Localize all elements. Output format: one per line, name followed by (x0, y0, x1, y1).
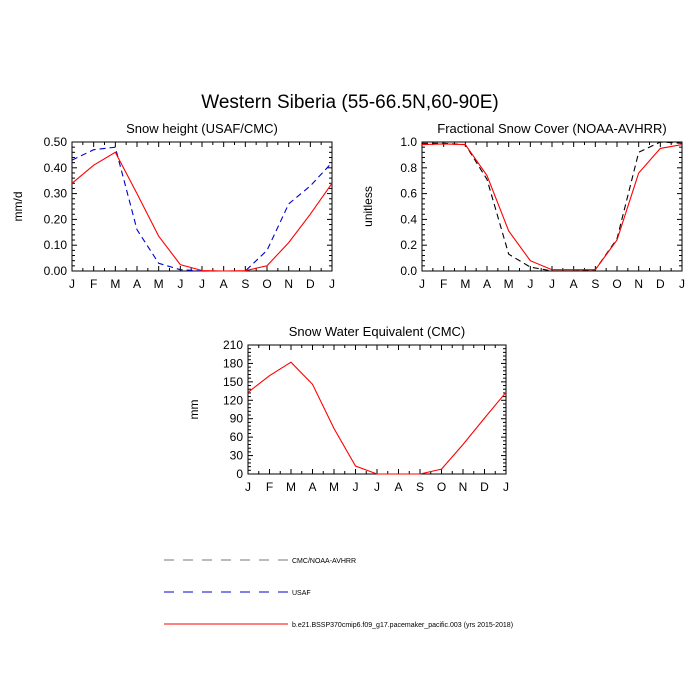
chart-snow-height: Snow height (USAF/CMC)J F M A M J J A S O N D J0.000… (11, 121, 335, 291)
series-line-model (247, 361, 507, 475)
legend-label: CMC/NOAA-AVHRR (292, 558, 356, 565)
x-tick-label: J (374, 480, 380, 494)
y-tick-label: 90 (230, 412, 244, 426)
x-tick-label: J (329, 277, 335, 291)
x-tick-label: M (460, 277, 470, 291)
series-line-obs (422, 141, 683, 272)
plot-frame (421, 141, 683, 272)
x-tick-label: N (459, 480, 468, 494)
x-tick-label: F (440, 277, 447, 291)
x-tick-label: A (394, 480, 402, 494)
y-tick-label: 0.6 (400, 187, 417, 201)
panel-title: Fractional Snow Cover (NOAA-AVHRR) (437, 121, 666, 136)
x-tick-label: J (679, 277, 685, 291)
legend-label: b.e21.BSSP370cmip6.f09_g17.pacemaker_pac… (292, 622, 513, 629)
x-tick-label: J (419, 277, 425, 291)
series-line-usaf (71, 146, 333, 272)
figure-title: Western Siberia (55-66.5N,60-90E) (201, 92, 498, 113)
x-tick-label: J (199, 277, 205, 291)
x-tick-label: J (549, 277, 555, 291)
chart-snow-cover: Fractional Snow Cover (NOAA-AVHRR)J F M A M J… (361, 121, 685, 291)
x-tick-label: M (154, 277, 164, 291)
y-tick-label: 0.10 (44, 238, 68, 252)
x-tick-label: O (437, 480, 446, 494)
series-line-model (71, 151, 333, 272)
x-tick-label: M (286, 480, 296, 494)
x-tick-label: S (591, 277, 599, 291)
x-tick-label: F (90, 277, 97, 291)
y-tick-label: 0.20 (44, 212, 68, 226)
x-tick-label: O (612, 277, 621, 291)
x-tick-label: D (306, 277, 315, 291)
y-tick-label: 0 (236, 467, 243, 481)
x-tick-label: N (284, 277, 293, 291)
series-line-model (421, 143, 683, 271)
x-tick-label: J (177, 277, 183, 291)
y-tick-label: 0.50 (44, 135, 68, 149)
x-tick-label: A (133, 277, 141, 291)
y-axis-label: mm/d (11, 192, 25, 222)
x-tick-label: S (241, 277, 249, 291)
x-tick-label: D (656, 277, 665, 291)
y-tick-label: 60 (230, 430, 244, 444)
y-axis-label: mm (187, 400, 201, 420)
x-tick-label: J (353, 480, 359, 494)
x-tick-label: A (570, 277, 578, 291)
x-tick-label: M (329, 480, 339, 494)
legend-item-usaf: USAF (164, 590, 311, 597)
legend-label: USAF (292, 590, 311, 597)
x-tick-label: J (503, 480, 509, 494)
x-tick-label: A (483, 277, 491, 291)
chart-panels: Snow height (USAF/CMC)J F M A M J J A S O N D J0.000… (11, 121, 685, 494)
x-tick-label: M (504, 277, 514, 291)
x-tick-label: J (527, 277, 533, 291)
y-tick-label: 210 (223, 338, 243, 352)
y-tick-label: 0.4 (400, 212, 417, 226)
x-tick-label: A (308, 480, 316, 494)
chart-swe: Snow Water Equivalent (CMC)J F M A M J J A S O N D J… (187, 324, 509, 494)
panel-title: Snow height (USAF/CMC) (126, 121, 278, 136)
y-tick-label: 0.30 (44, 187, 68, 201)
x-tick-label: J (69, 277, 75, 291)
x-tick-label: S (416, 480, 424, 494)
y-tick-label: 30 (230, 449, 244, 463)
y-tick-label: 120 (223, 393, 243, 407)
x-tick-label: N (634, 277, 643, 291)
x-tick-label: D (480, 480, 489, 494)
x-tick-label: A (220, 277, 228, 291)
legend-item-obs: CMC/NOAA-AVHRR (164, 558, 356, 565)
legend-item-model: b.e21.BSSP370cmip6.f09_g17.pacemaker_pac… (164, 622, 513, 629)
y-tick-label: 180 (223, 356, 243, 370)
x-tick-label: M (110, 277, 120, 291)
y-tick-label: 150 (223, 375, 243, 389)
y-tick-label: 0.8 (400, 161, 417, 175)
y-tick-label: 0.00 (44, 264, 68, 278)
chart-legend: CMC/NOAA-AVHRR USAF b.e21.BSSP370cmip6.f09… (164, 558, 513, 629)
y-tick-label: 1.0 (400, 135, 417, 149)
y-tick-label: 0.0 (400, 264, 417, 278)
panel-title: Snow Water Equivalent (CMC) (289, 324, 466, 339)
x-tick-label: J (245, 480, 251, 494)
y-axis-label: unitless (361, 186, 375, 227)
x-tick-label: F (266, 480, 273, 494)
x-tick-label: O (262, 277, 271, 291)
y-tick-label: 0.40 (44, 161, 68, 175)
y-tick-label: 0.2 (400, 238, 417, 252)
plot-frame (71, 141, 333, 272)
